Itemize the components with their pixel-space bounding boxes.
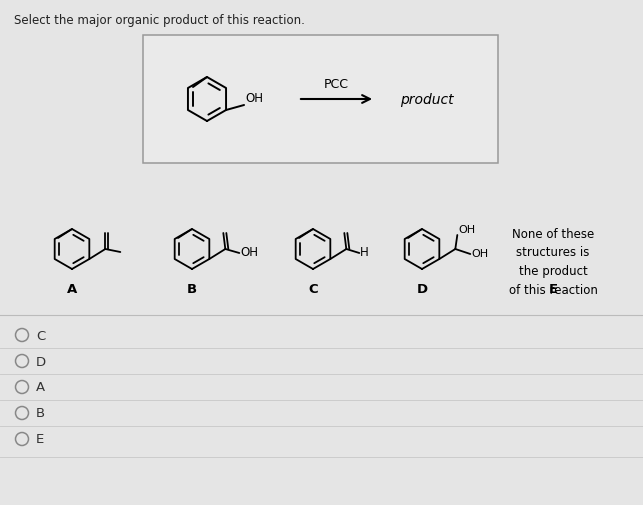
Text: E: E xyxy=(548,282,557,295)
Bar xyxy=(143,36,498,164)
Text: E: E xyxy=(36,433,44,445)
Text: A: A xyxy=(67,282,77,295)
Text: D: D xyxy=(417,282,428,295)
Text: OH: OH xyxy=(471,248,489,259)
Text: B: B xyxy=(187,282,197,295)
Text: OH: OH xyxy=(240,246,258,259)
Text: D: D xyxy=(36,355,46,368)
Text: product: product xyxy=(400,93,453,107)
Circle shape xyxy=(15,355,28,368)
Text: B: B xyxy=(36,407,45,420)
Text: OH: OH xyxy=(458,225,475,234)
Circle shape xyxy=(15,407,28,420)
Text: OH: OH xyxy=(245,92,263,105)
Text: C: C xyxy=(308,282,318,295)
Text: A: A xyxy=(36,381,45,394)
Text: C: C xyxy=(36,329,45,342)
Text: H: H xyxy=(360,246,369,259)
Circle shape xyxy=(15,329,28,342)
Circle shape xyxy=(15,433,28,445)
Circle shape xyxy=(15,381,28,394)
Text: Select the major organic product of this reaction.: Select the major organic product of this… xyxy=(14,14,305,27)
Text: None of these
structures is
the product
of this reaction: None of these structures is the product … xyxy=(509,228,597,296)
Text: PCC: PCC xyxy=(324,78,349,91)
